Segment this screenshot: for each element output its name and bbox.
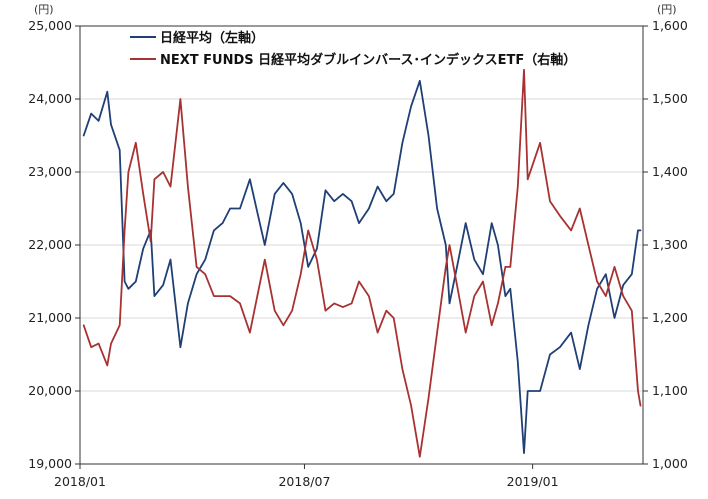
x-tick-label: 2019/01 (507, 474, 559, 489)
left-axis-ticks: 19,000 20,000 21,000 22,000 23,000 24,000 25,0… (28, 18, 80, 471)
right-tick-label: 1,300 (652, 237, 688, 252)
gridlines (80, 98, 643, 392)
left-tick-label: 24,000 (28, 91, 72, 106)
left-tick-label: 20,000 (28, 383, 72, 398)
left-axis-unit: (円) (34, 3, 54, 16)
x-tick-label: 2018/01 (54, 474, 106, 489)
left-tick-label: 25,000 (28, 18, 72, 33)
right-axis-ticks: 1,000 1,100 1,200 1,300 1,400 1,500 1,600 (643, 18, 688, 471)
left-tick-label: 21,000 (28, 310, 72, 325)
legend-label-inverse-etf: NEXT FUNDS 日経平均ダブルインバース･インデックスETF（右軸） (160, 52, 576, 68)
series-line-inverse-etf (82, 68, 642, 458)
right-tick-label: 1,500 (652, 91, 688, 106)
x-axis-ticks: 2018/01 2018/07 2019/01 (54, 464, 559, 489)
right-tick-label: 1,000 (652, 456, 688, 471)
right-axis-unit: (円) (657, 3, 677, 16)
right-tick-label: 1,600 (652, 18, 688, 33)
series-line-nikkei (82, 79, 642, 455)
x-tick-label: 2018/07 (278, 474, 330, 489)
left-tick-label: 23,000 (28, 164, 72, 179)
right-tick-label: 1,400 (652, 164, 688, 179)
series-lines (82, 68, 642, 458)
left-tick-label: 22,000 (28, 237, 72, 252)
left-tick-label: 19,000 (28, 456, 72, 471)
right-tick-label: 1,200 (652, 310, 688, 325)
legend-label-nikkei: 日経平均（左軸） (160, 30, 264, 46)
legend: 日経平均（左軸） NEXT FUNDS 日経平均ダブルインバース･インデックスE… (130, 30, 576, 68)
right-tick-label: 1,100 (652, 383, 688, 398)
